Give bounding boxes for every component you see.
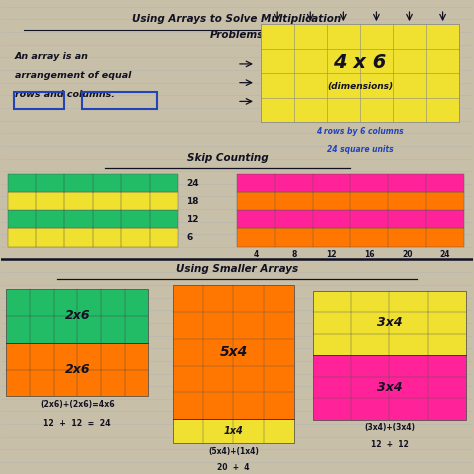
Bar [313,291,466,355]
Bar [8,228,178,246]
Text: 6: 6 [186,233,192,242]
Text: (3x4)+(3x4): (3x4)+(3x4) [364,423,415,432]
Text: 1x4: 1x4 [224,426,243,436]
Bar [82,92,156,109]
Text: (dimensions): (dimensions) [327,82,393,91]
Text: Using Smaller Arrays: Using Smaller Arrays [176,264,298,274]
Text: (2x6)+(2x6)=4x6: (2x6)+(2x6)=4x6 [40,400,115,409]
Bar [261,24,459,122]
Bar [8,192,178,210]
Text: 18: 18 [186,197,199,206]
Text: 5x4: 5x4 [219,345,247,359]
Bar [173,419,294,443]
Bar [6,289,148,343]
Text: 24: 24 [440,250,450,259]
Bar [14,92,64,109]
Text: 16: 16 [364,250,374,259]
Text: 4 rows by 6 columns: 4 rows by 6 columns [316,127,404,136]
Bar [6,343,148,396]
Text: An array is an: An array is an [15,52,89,61]
Text: 2x6: 2x6 [64,363,90,376]
Text: 3x4: 3x4 [377,317,402,329]
Text: arrangement of equal: arrangement of equal [15,71,131,80]
Text: 12  +  12  =  24: 12 + 12 = 24 [44,419,111,428]
Text: 12  +  12: 12 + 12 [371,439,408,448]
Bar [237,228,464,246]
Bar [237,210,464,228]
Bar [237,192,464,210]
Bar [313,355,466,420]
Text: 2x6: 2x6 [64,309,90,322]
Text: 4: 4 [253,250,258,259]
Text: Skip Counting: Skip Counting [187,153,268,163]
Text: Using Arrays to Solve Multiplication: Using Arrays to Solve Multiplication [132,14,342,24]
Text: 20: 20 [402,250,412,259]
Text: 3x4: 3x4 [377,381,402,394]
Bar [8,174,178,192]
Text: 20  +  4: 20 + 4 [217,463,250,472]
Text: (5x4)+(1x4): (5x4)+(1x4) [208,447,259,456]
Bar [237,174,464,192]
Text: rows and columns.: rows and columns. [15,90,115,99]
Bar [173,285,294,419]
Bar [8,210,178,228]
Text: 4 x 6: 4 x 6 [333,54,387,73]
Text: 24 square units: 24 square units [327,145,393,154]
Text: 12: 12 [326,250,337,259]
Text: Problems: Problems [210,30,264,40]
Text: 12: 12 [186,215,199,224]
Text: 8: 8 [291,250,296,259]
Text: 24: 24 [186,179,199,188]
